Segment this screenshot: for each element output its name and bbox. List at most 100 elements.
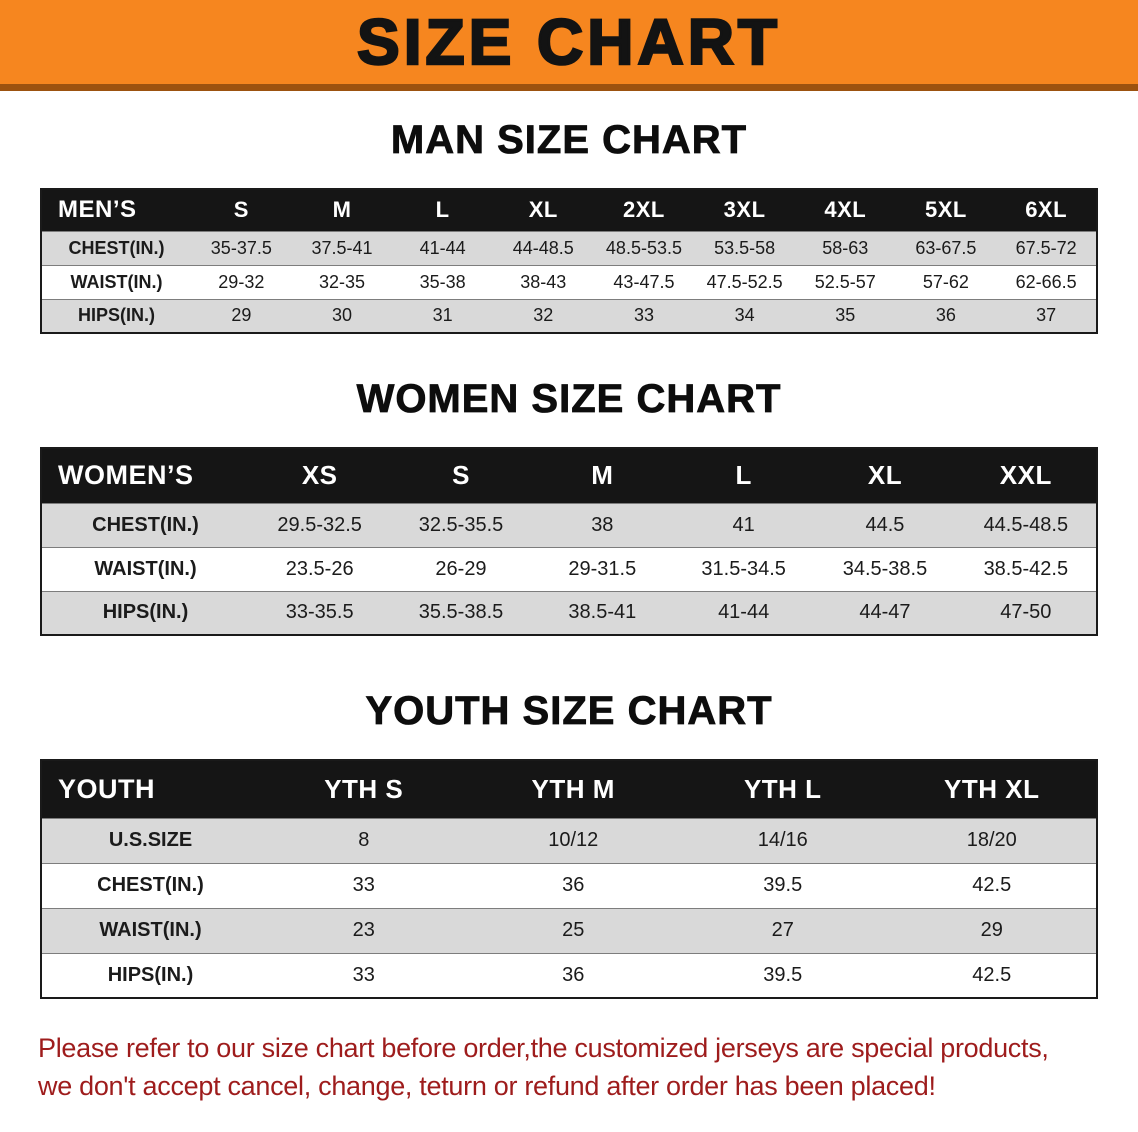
youth-size-table: YOUTH YTH S YTH M YTH L YTH XL U.S.SIZE 8 10/12… bbox=[40, 759, 1098, 999]
column-header: YTH M bbox=[468, 760, 678, 818]
size-cell: 31 bbox=[432, 305, 453, 326]
women-section: WOMEN SIZE CHART WOMEN’S XS S M L XL XXL CHEST(… bbox=[0, 377, 1138, 636]
column-header: XXL bbox=[955, 448, 1097, 503]
size-cell: 36 bbox=[562, 874, 585, 896]
size-cell: 39.5 bbox=[763, 874, 803, 896]
size-cell: 23.5-26 bbox=[285, 557, 354, 580]
women-section-heading: WOMEN SIZE CHART bbox=[356, 377, 782, 422]
size-cell: 33 bbox=[352, 874, 375, 896]
size-cell: 32.5-35.5 bbox=[418, 513, 504, 536]
size-cell: 38 bbox=[591, 513, 614, 536]
size-cell: 44-48.5 bbox=[512, 237, 574, 258]
column-header: 6XL bbox=[996, 189, 1097, 231]
column-header: S bbox=[390, 448, 532, 503]
size-cell: 14/16 bbox=[757, 829, 808, 851]
size-cell: 52.5-57 bbox=[814, 271, 876, 292]
size-cell: 53.5-58 bbox=[714, 237, 776, 258]
table-row: WAIST(IN.) 23.5-26 26-29 29-31.5 31.5-34.5 34… bbox=[41, 547, 1097, 591]
size-cell: 34 bbox=[734, 305, 755, 326]
size-cell: 58-63 bbox=[822, 237, 869, 258]
column-header: YTH S bbox=[259, 760, 469, 818]
column-header: XL bbox=[814, 448, 956, 503]
size-cell: 34.5-38.5 bbox=[842, 557, 928, 580]
row-label: HIPS(IN.) bbox=[102, 601, 189, 624]
youth-section: YOUTH SIZE CHART YOUTH YTH S YTH M YTH L YTH… bbox=[0, 689, 1138, 999]
size-cell: 43-47.5 bbox=[613, 271, 675, 292]
column-header: XS bbox=[249, 448, 391, 503]
size-cell: 33-35.5 bbox=[285, 601, 354, 624]
banner-title: SIZE CHART bbox=[356, 5, 781, 80]
size-cell: 47.5-52.5 bbox=[706, 271, 783, 292]
size-cell: 30 bbox=[331, 305, 352, 326]
table-header-row: MEN’S S M L XL 2XL 3XL 4XL 5XL 6XL bbox=[41, 189, 1097, 231]
column-header: 5XL bbox=[895, 189, 997, 231]
table-header-row: WOMEN’S XS S M L XL XXL bbox=[41, 448, 1097, 503]
size-cell: 41-44 bbox=[419, 237, 466, 258]
size-cell: 35.5-38.5 bbox=[418, 601, 504, 624]
size-cell: 41-44 bbox=[718, 601, 770, 624]
size-cell: 23 bbox=[352, 919, 375, 941]
table-row: HIPS(IN.) 33 36 39.5 42.5 bbox=[41, 953, 1097, 998]
size-cell: 44.5-48.5 bbox=[983, 513, 1069, 536]
table-row: CHEST(IN.) 33 36 39.5 42.5 bbox=[41, 863, 1097, 908]
size-cell: 33 bbox=[633, 305, 654, 326]
row-label: HIPS(IN.) bbox=[77, 305, 155, 326]
row-label: CHEST(IN.) bbox=[92, 513, 199, 536]
size-cell: 62-66.5 bbox=[1015, 271, 1077, 292]
note-line-2: we don't accept cancel, change, teturn o… bbox=[38, 1071, 936, 1101]
column-header: 4XL bbox=[794, 189, 896, 231]
size-cell: 47-50 bbox=[1000, 601, 1052, 624]
size-cell: 37 bbox=[1036, 305, 1057, 326]
size-cell: 38.5-42.5 bbox=[983, 557, 1069, 580]
table-row: U.S.SIZE 8 10/12 14/16 18/20 bbox=[41, 818, 1097, 863]
column-header: M bbox=[531, 448, 673, 503]
column-header: L bbox=[672, 448, 815, 503]
table-title-cell: MEN’S bbox=[41, 189, 191, 231]
column-header: 3XL bbox=[694, 189, 795, 231]
size-cell: 18/20 bbox=[966, 829, 1017, 851]
size-cell: 29 bbox=[980, 919, 1003, 941]
size-cell: 38.5-41 bbox=[568, 601, 637, 624]
table-title-cell: WOMEN’S bbox=[41, 448, 249, 503]
table-header-row: YOUTH YTH S YTH M YTH L YTH XL bbox=[41, 760, 1097, 818]
size-cell: 27 bbox=[771, 919, 794, 941]
row-label: WAIST(IN.) bbox=[99, 919, 202, 941]
size-cell: 26-29 bbox=[435, 557, 487, 580]
men-size-table: MEN’S S M L XL 2XL 3XL 4XL 5XL 6XL CHEST(IN.) 35-37… bbox=[40, 188, 1098, 334]
size-cell: 32-35 bbox=[318, 271, 365, 292]
size-chart-page: SIZE CHART MAN SIZE CHART MEN’S S M L XL 2XL 3… bbox=[0, 0, 1138, 1101]
column-header: L bbox=[392, 189, 493, 231]
row-label: CHEST(IN.) bbox=[68, 237, 165, 258]
size-cell: 10/12 bbox=[548, 829, 599, 851]
size-cell: 44-47 bbox=[859, 601, 911, 624]
row-label: CHEST(IN.) bbox=[97, 874, 204, 896]
size-cell: 32 bbox=[533, 305, 554, 326]
column-header: XL bbox=[492, 189, 594, 231]
column-header: YTH L bbox=[678, 760, 888, 818]
column-header: 2XL bbox=[593, 189, 695, 231]
youth-size-table-container: YOUTH YTH S YTH M YTH L YTH XL U.S.SIZE 8 10/12… bbox=[40, 759, 1098, 999]
size-cell: 44.5 bbox=[865, 513, 905, 536]
women-size-table-container: WOMEN’S XS S M L XL XXL CHEST(IN.) 29.5-32.5 32.5… bbox=[40, 447, 1098, 636]
note-line-1: Please refer to our size chart before or… bbox=[38, 1033, 1049, 1063]
size-cell: 42.5 bbox=[972, 874, 1012, 896]
row-label: WAIST(IN.) bbox=[70, 271, 163, 292]
size-cell: 63-67.5 bbox=[915, 237, 977, 258]
size-cell: 29.5-32.5 bbox=[277, 513, 362, 536]
women-size-table: WOMEN’S XS S M L XL XXL CHEST(IN.) 29.5-32.5 32.5… bbox=[40, 447, 1098, 636]
column-header: YTH XL bbox=[887, 760, 1097, 818]
size-cell: 42.5 bbox=[972, 963, 1012, 986]
size-cell: 29-31.5 bbox=[568, 557, 637, 580]
table-title-cell: YOUTH bbox=[41, 760, 259, 818]
column-header: S bbox=[191, 189, 292, 231]
men-size-table-container: MEN’S S M L XL 2XL 3XL 4XL 5XL 6XL CHEST(IN.) 35-37… bbox=[40, 188, 1098, 334]
table-row: CHEST(IN.) 29.5-32.5 32.5-35.5 38 41 44.5 44.5… bbox=[41, 503, 1097, 547]
size-cell: 38-43 bbox=[520, 271, 567, 292]
size-cell: 29 bbox=[231, 305, 252, 326]
table-row: CHEST(IN.) 35-37.5 37.5-41 41-44 44-48.5 48.5… bbox=[41, 231, 1097, 265]
row-label: U.S.SIZE bbox=[108, 829, 193, 851]
size-cell: 57-62 bbox=[922, 271, 969, 292]
size-cell: 67.5-72 bbox=[1015, 237, 1077, 258]
size-cell: 35-38 bbox=[419, 271, 466, 292]
table-row: WAIST(IN.) 23 25 27 29 bbox=[41, 908, 1097, 953]
